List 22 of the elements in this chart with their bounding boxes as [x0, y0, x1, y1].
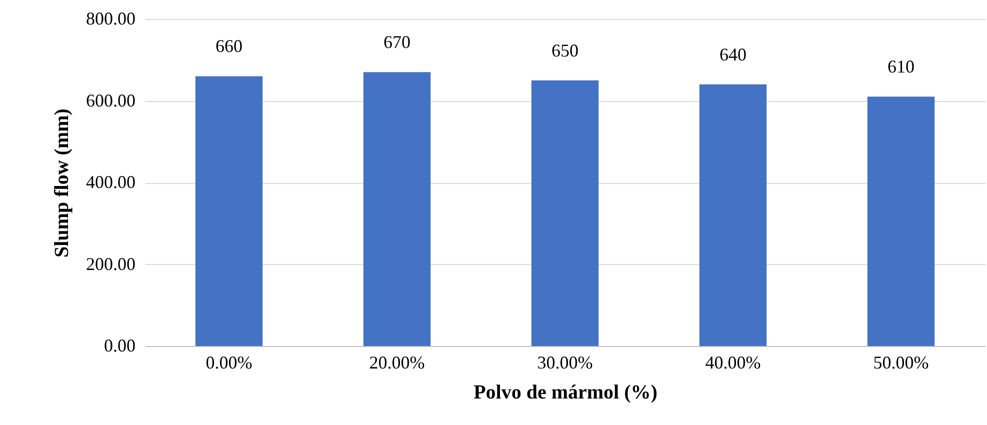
y-axis-title: Slump flow (mm) [51, 108, 73, 258]
data-label: 610 [888, 56, 914, 77]
data-label: 650 [552, 40, 578, 60]
bar [699, 84, 767, 346]
bar [363, 72, 431, 346]
x-axis-title: Polvo de mármol (%) [474, 382, 658, 404]
x-tick-label: 50.00% [873, 352, 929, 372]
x-tick-label: 0.00% [206, 352, 252, 372]
data-label: 660 [216, 36, 242, 56]
y-tick-label: 800.00 [86, 8, 136, 28]
x-tick-label: 20.00% [369, 352, 425, 372]
y-tick-label: 600.00 [86, 90, 136, 110]
bar [195, 76, 263, 346]
y-tick-label: 400.00 [86, 172, 136, 192]
x-tick-label: 40.00% [705, 352, 761, 372]
data-label: 640 [720, 44, 746, 64]
bar [531, 80, 599, 346]
x-tick-label: 30.00% [537, 352, 593, 372]
y-tick-label: 200.00 [86, 254, 136, 274]
bar [867, 96, 935, 346]
data-label: 670 [384, 32, 410, 52]
y-tick-label: 0.00 [104, 336, 136, 356]
